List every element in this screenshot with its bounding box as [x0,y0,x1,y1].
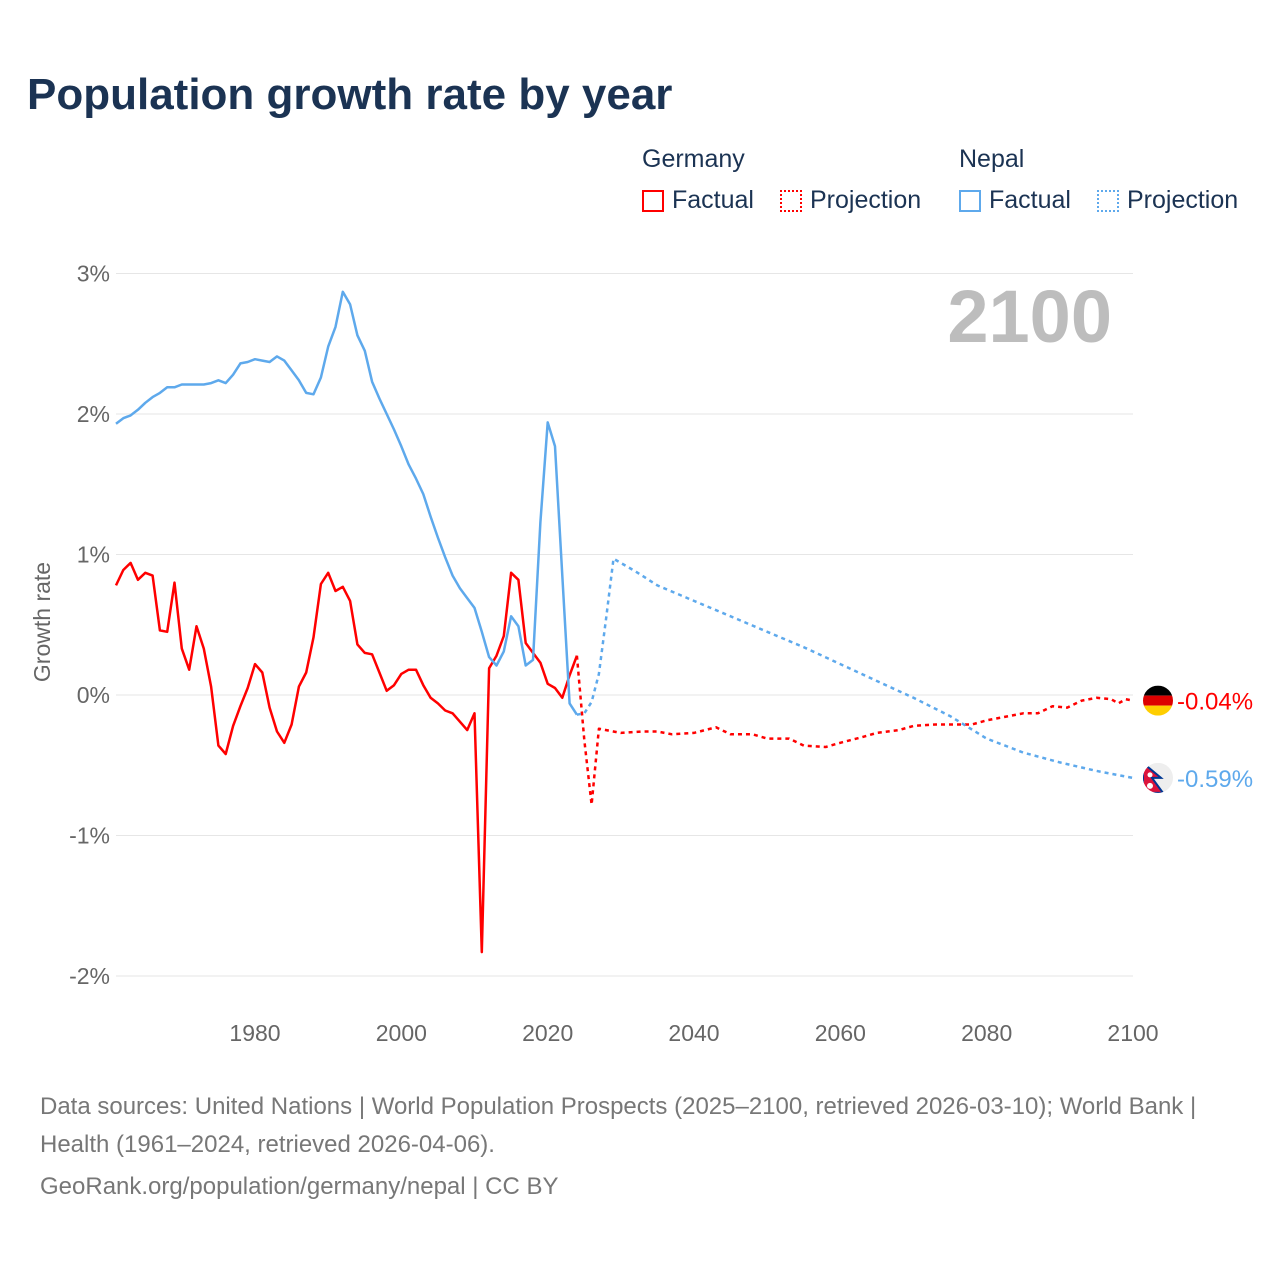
x-tick-label: 2060 [815,1020,866,1046]
solid-swatch-icon [959,189,981,212]
series-line-germany-factual [114,561,579,954]
x-tick-label: 2020 [522,1020,573,1046]
flag-germany-icon [1143,685,1173,716]
chart-title: Population growth rate by year [27,70,673,119]
solid-swatch-icon [642,189,664,212]
y-tick-label: 0% [77,682,110,708]
legend-nepal-factual[interactable]: Factual [959,186,1071,215]
y-tick-label: 1% [77,542,110,568]
footer: Data sources: United Nations | World Pop… [40,1088,1240,1206]
legend-germany-factual[interactable]: Factual [642,186,754,215]
data-sources: Data sources: United Nations | World Pop… [40,1093,1197,1158]
legend-germany: Factual Projection [642,186,947,215]
y-tick-label: 2% [77,401,110,427]
x-tick-label: 2080 [961,1020,1012,1046]
dotted-swatch-icon [1096,189,1119,212]
legend-label: Projection [809,186,922,214]
x-tick-label: 2100 [1107,1020,1158,1046]
legend-label: Factual [672,186,754,214]
legend-label: Projection [1126,186,1239,214]
legend-nepal: Factual Projection [959,186,1264,215]
series-line-nepal-projection [576,557,1134,780]
legend-group-nepal: Nepal [959,145,1025,173]
credit-link[interactable]: GeoRank.org/population/germany/nepal | C… [40,1173,559,1200]
legend-label: Factual [989,186,1071,214]
legend-group-germany: Germany [642,145,745,173]
y-tick-label: -2% [69,963,110,989]
y-axis-label: Growth rate [29,562,55,682]
legend-germany-projection[interactable]: Projection [779,186,922,215]
end-value-label: -0.04% [1177,689,1253,716]
x-tick-label: 2000 [376,1020,427,1046]
x-tick-label: 2040 [668,1020,719,1046]
dotted-swatch-icon [779,189,802,212]
flag-nepal-icon [1143,762,1173,793]
legend-nepal-projection[interactable]: Projection [1096,186,1239,215]
year-label: 2100 [947,275,1112,358]
x-tick-label: 1980 [229,1020,280,1046]
series-line-nepal-factual [115,290,578,716]
y-tick-label: 3% [77,261,110,287]
end-value-label: -0.59% [1177,766,1253,793]
series-line-germany-projection [575,655,1134,806]
y-tick-label: -1% [69,823,110,849]
